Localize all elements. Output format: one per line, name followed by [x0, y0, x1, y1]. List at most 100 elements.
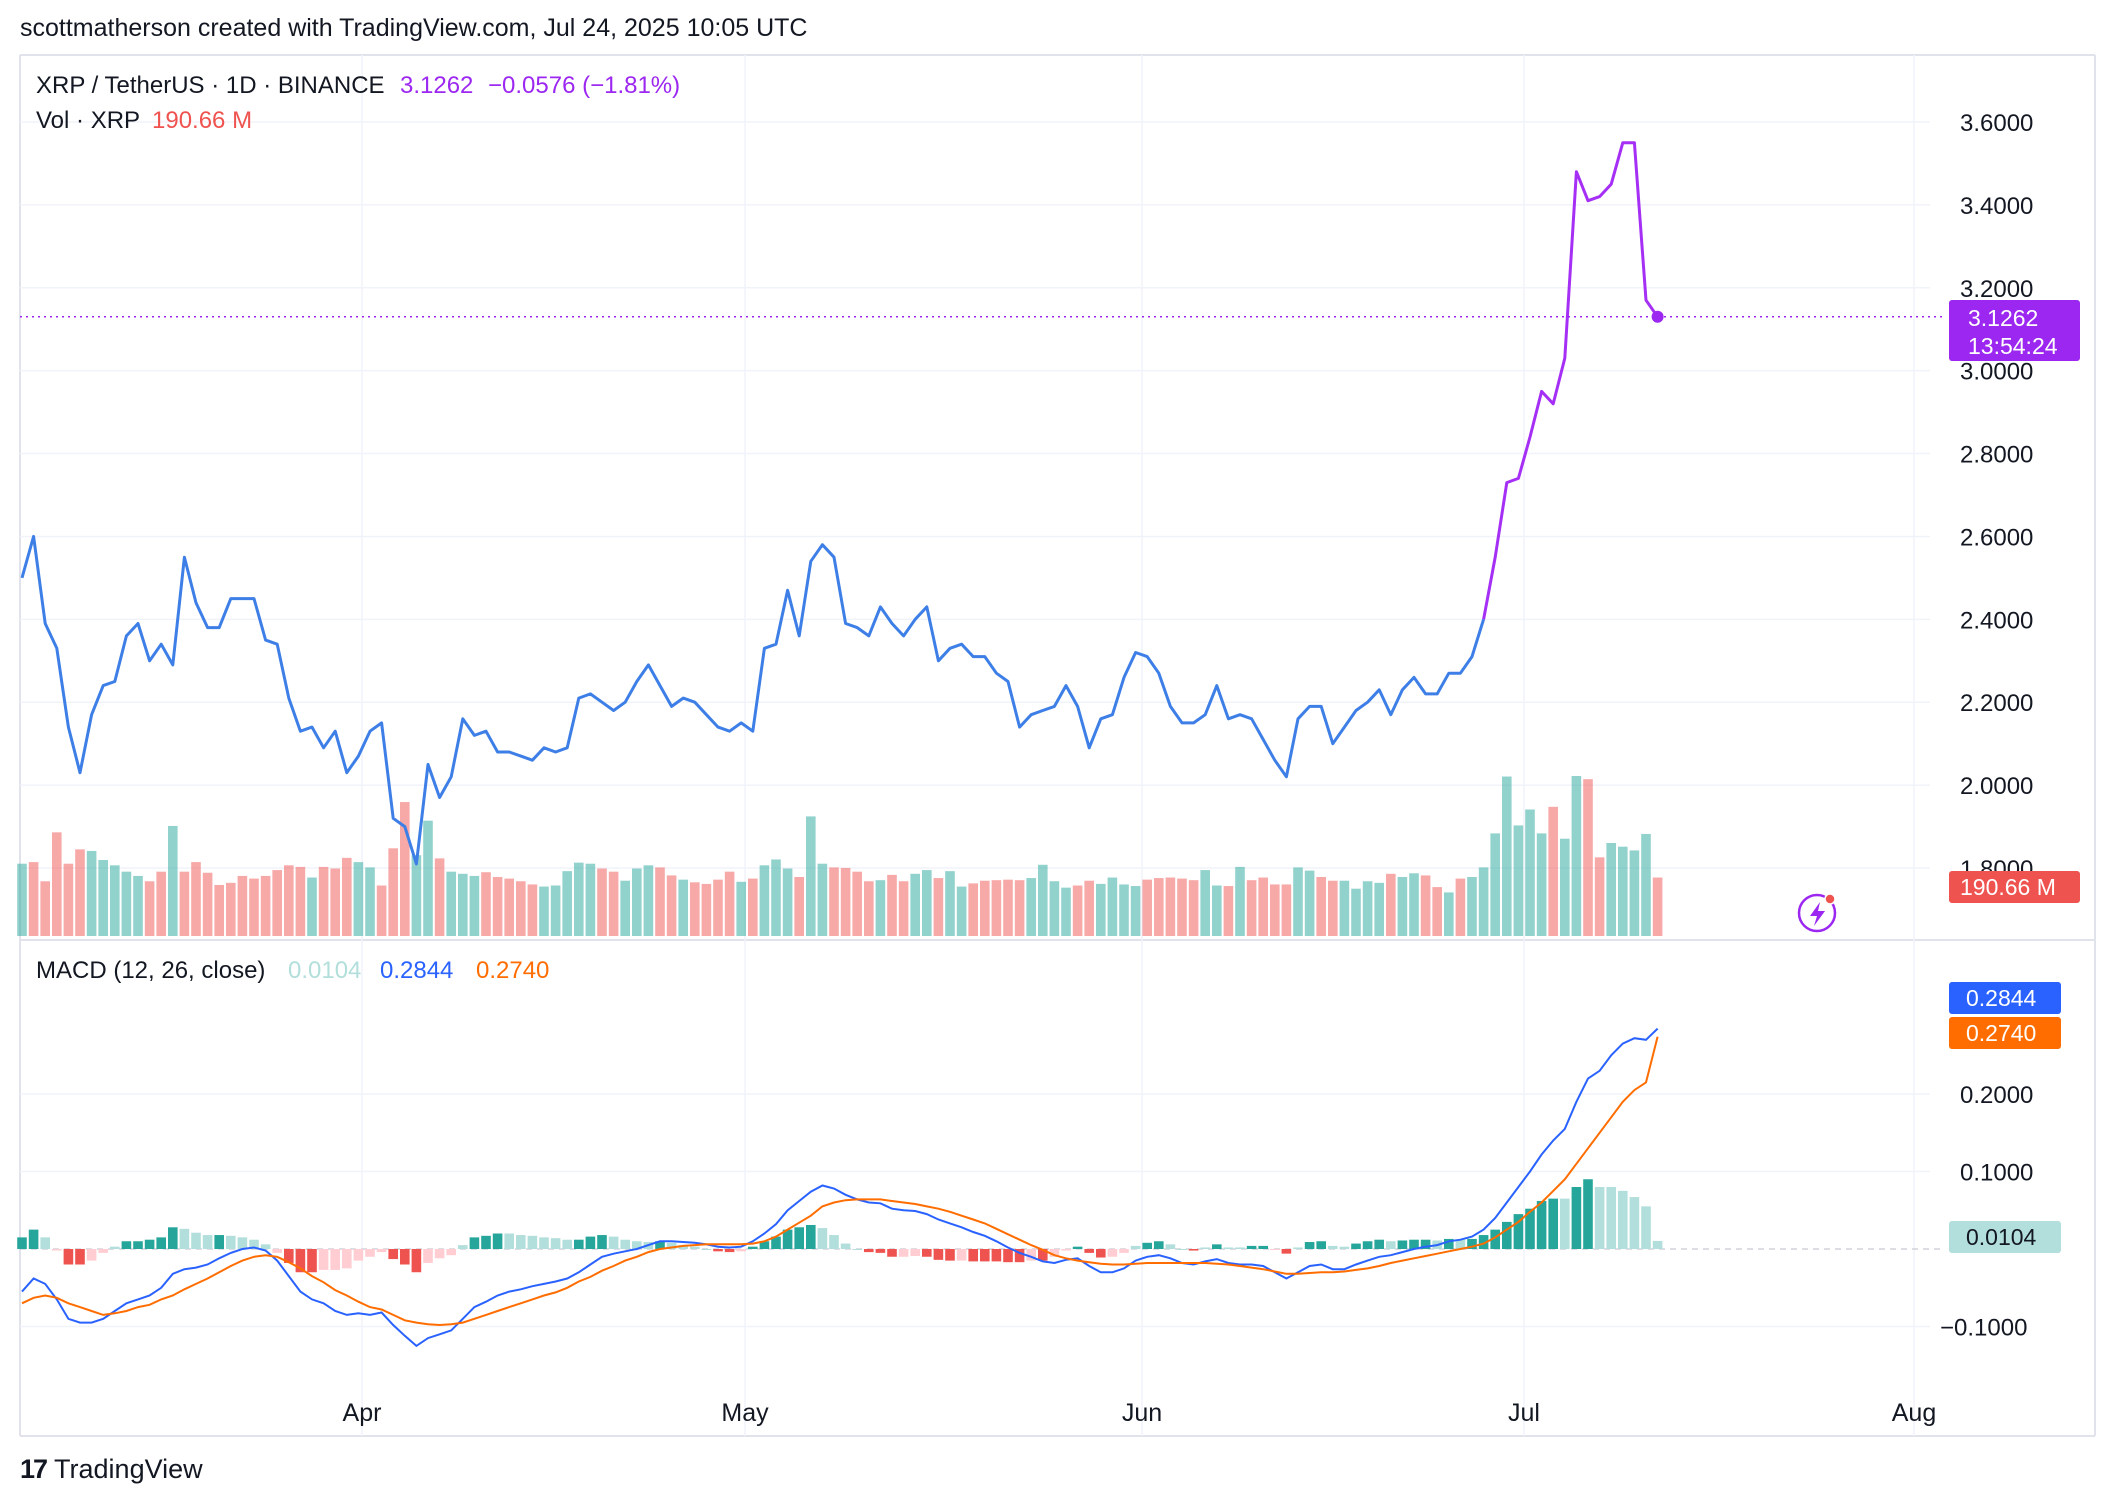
volume-bar: [713, 879, 723, 936]
volume-bar: [759, 865, 770, 936]
macd-histogram-bar: [260, 1244, 271, 1249]
macd-histogram-bar: [237, 1237, 248, 1249]
volume-bar: [643, 865, 654, 936]
volume-bar: [342, 857, 352, 936]
macd-histogram-bar: [1038, 1249, 1048, 1261]
volume-bar: [1096, 883, 1106, 936]
macd-tick-label: 0.2000: [1960, 1082, 2033, 1109]
macd-histogram-bar: [295, 1249, 306, 1273]
volume-bar: [1304, 870, 1315, 936]
macd-histogram-bar: [991, 1249, 1002, 1262]
legend-vol-label: Vol · XRP: [36, 107, 140, 134]
volume-bar: [701, 883, 712, 936]
macd-histogram-bar: [817, 1228, 828, 1249]
macd-histogram-bar: [748, 1246, 758, 1249]
volume-bars: [17, 776, 1663, 936]
volume-bar: [1154, 878, 1164, 936]
macd-histogram-bar: [1096, 1249, 1106, 1258]
volume-bar: [620, 880, 630, 936]
macd-histogram-bar: [469, 1237, 480, 1249]
macd-histogram-bar: [1641, 1206, 1651, 1249]
footer-brand[interactable]: 17 TradingView: [20, 1454, 203, 1485]
volume-bar: [956, 886, 967, 936]
volume-bar: [1003, 879, 1013, 936]
macd-tick-label: 0.1000: [1960, 1160, 2033, 1187]
macd-histogram-bar: [1304, 1242, 1315, 1249]
volume-bar: [492, 876, 503, 936]
macd-histogram-bar: [1339, 1246, 1350, 1249]
macd-tag-value: 0.2844: [1966, 985, 2037, 1011]
price-tick-label: 2.2000: [1960, 690, 2033, 717]
volume-bar: [86, 850, 97, 936]
macd-histogram-bar: [342, 1249, 352, 1269]
macd-histogram-bar: [1618, 1190, 1628, 1249]
volume-bar: [1513, 825, 1524, 936]
macd-histogram-bar: [423, 1249, 433, 1263]
macd-histogram-bar: [840, 1243, 851, 1249]
macd-histogram-bar: [133, 1241, 143, 1249]
volume-bar: [527, 884, 538, 936]
date-tick-label: Apr: [343, 1399, 382, 1427]
macd-histogram-bar: [794, 1227, 804, 1249]
volume-bar: [133, 875, 143, 936]
macd-histogram-bar: [156, 1237, 166, 1249]
volume-bar: [40, 881, 50, 936]
volume-bar: [98, 859, 108, 936]
price-line-recent: [1482, 141, 1659, 620]
volume-bar: [260, 875, 271, 936]
volume-bar: [678, 879, 688, 936]
macd-histogram-bar: [365, 1249, 375, 1257]
price-tag-value: 3.1262: [1968, 305, 2038, 331]
macd-histogram-bar: [376, 1249, 387, 1253]
macd-histogram-bar: [1467, 1238, 1477, 1249]
macd-histogram-bar: [759, 1241, 770, 1249]
macd-histogram-bar: [632, 1241, 642, 1249]
macd-histogram-bar: [1223, 1247, 1234, 1249]
histogram-value-tag: 0.0104: [1949, 1221, 2061, 1253]
volume-bar: [1652, 877, 1663, 936]
macd-histogram-bar: [922, 1249, 932, 1257]
macd-histogram-bar: [284, 1249, 294, 1263]
price-tick-label: 2.6000: [1960, 524, 2033, 551]
volume-bar: [388, 848, 398, 936]
macd-histogram-bar: [968, 1249, 978, 1262]
volume-bar: [1339, 880, 1350, 936]
macd-histogram-bar: [562, 1239, 572, 1249]
volume-bar: [1026, 878, 1036, 936]
volume-tag-value: 190.66 M: [1960, 874, 2056, 900]
macd-histogram-bar: [1014, 1249, 1025, 1263]
hist-tag-value: 0.0104: [1966, 1224, 2037, 1250]
volume-bar: [1409, 873, 1419, 936]
volume-bar: [214, 884, 224, 936]
macd-histogram-bar: [191, 1232, 201, 1249]
volume-bar: [933, 878, 944, 936]
macd-histogram-bar: [1478, 1235, 1489, 1249]
legend-macd-value: 0.2844: [380, 957, 453, 984]
macd-histogram-bar: [318, 1249, 329, 1270]
volume-bar: [1502, 776, 1512, 936]
macd-histogram-bar: [249, 1239, 259, 1249]
macd-histogram-bar: [980, 1249, 990, 1262]
volume-bar: [1455, 878, 1466, 936]
macd-histogram-bar: [98, 1249, 108, 1253]
macd-histogram-bar: [933, 1249, 944, 1260]
macd-histogram-bar: [666, 1242, 677, 1249]
macd-histogram-bar: [1362, 1241, 1373, 1249]
volume-bar: [284, 865, 294, 936]
volume-bar: [852, 871, 862, 936]
legend-macd-label: MACD (12, 26, close): [36, 957, 265, 984]
macd-histogram-bar: [110, 1246, 120, 1249]
macd-histogram-bar: [887, 1249, 897, 1257]
legend-change: −0.0576 (−1.81%): [488, 72, 680, 99]
volume-bar: [1467, 876, 1477, 936]
volume-bar: [608, 871, 619, 936]
macd-histogram-bar: [86, 1249, 97, 1261]
volume-bar: [1235, 866, 1245, 936]
macd-histogram-bar: [400, 1249, 410, 1265]
date-tick-label: Jul: [1508, 1399, 1540, 1427]
lightning-alert-icon[interactable]: [1797, 893, 1837, 933]
volume-bar: [1328, 880, 1338, 936]
volume-bar: [353, 862, 364, 936]
macd-histogram-bar: [1374, 1239, 1384, 1249]
